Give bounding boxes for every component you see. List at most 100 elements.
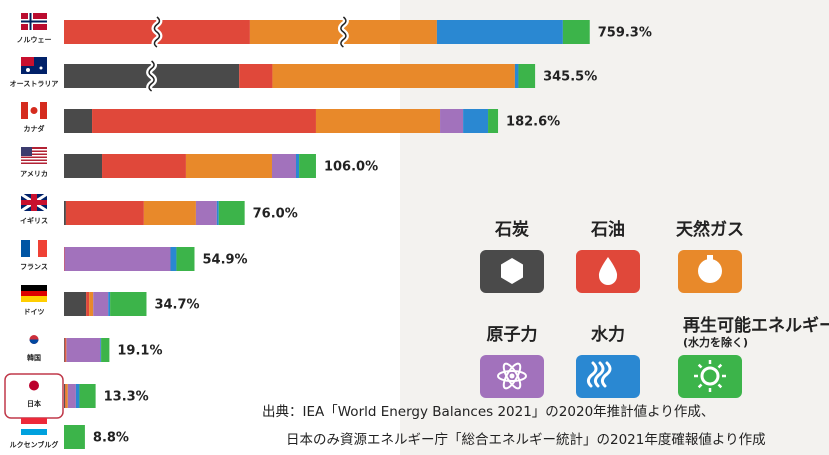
flag	[21, 418, 47, 435]
flag	[29, 381, 39, 391]
flag	[21, 147, 47, 164]
bar-segment	[316, 109, 440, 133]
flag	[21, 21, 47, 23]
total-label: 8.8%	[93, 431, 129, 446]
flag	[21, 291, 47, 296]
total-label: 19.1%	[117, 344, 162, 359]
bar-segment	[488, 109, 498, 133]
legend-note: (水力を除く)	[683, 335, 748, 349]
bar-segment	[296, 154, 299, 178]
bar-segment	[102, 154, 186, 178]
flag	[26, 68, 30, 72]
country-label: アメリカ	[20, 170, 48, 178]
flag	[21, 200, 47, 205]
bar-segment	[518, 64, 535, 88]
total-label: 759.3%	[598, 26, 652, 41]
legend-glyph	[510, 374, 515, 379]
legend-label: 天然ガス	[676, 219, 744, 240]
total-label: 13.3%	[104, 390, 149, 405]
flag	[21, 424, 47, 429]
bar-segment	[272, 154, 296, 178]
source-line: 出典：IEA「World Energy Balances 2021」の2020年…	[262, 404, 714, 420]
flag	[21, 158, 47, 160]
bar-segment	[272, 64, 514, 88]
bar-segment	[68, 384, 76, 408]
bar-segment	[217, 201, 219, 225]
bar-segment	[66, 338, 100, 362]
country-label: ノルウェー	[17, 35, 52, 44]
flag	[21, 102, 28, 119]
flag	[21, 13, 47, 30]
bar-segment	[144, 201, 196, 225]
bar-segment	[440, 109, 463, 133]
legend-glyph	[707, 255, 713, 260]
bar-segment	[515, 64, 519, 88]
total-label: 54.9%	[202, 253, 247, 268]
flag	[21, 429, 47, 435]
bar-segment	[92, 109, 316, 133]
total-label: 76.0%	[253, 207, 298, 222]
flag	[21, 377, 47, 394]
bar-segment	[463, 109, 488, 133]
bar-segment	[219, 201, 245, 225]
flag	[21, 285, 47, 291]
total-label: 34.7%	[154, 298, 199, 313]
bar-segment	[66, 201, 144, 225]
flag	[21, 240, 47, 257]
flag	[21, 296, 47, 302]
legend-swatch	[576, 355, 640, 398]
country-label: ドイツ	[24, 308, 45, 316]
country-label: カナダ	[24, 124, 45, 133]
country-label: オーストラリア	[10, 80, 59, 88]
bar-segment	[239, 64, 272, 88]
bar-segment	[186, 154, 272, 178]
country-label: イギリス	[20, 216, 48, 225]
legend-label: 石油	[590, 219, 625, 240]
bar-segment	[89, 292, 93, 316]
bar-segment	[65, 338, 66, 362]
flag	[21, 331, 47, 348]
total-label: 345.5%	[543, 70, 597, 85]
flag	[21, 418, 47, 424]
country-label: ルクセンブルグ	[10, 440, 59, 449]
legend-label: 石炭	[494, 219, 529, 240]
source-line: 日本のみ資源エネルギー庁「総合エネルギー統計」の2021年度確報値より作成	[286, 432, 766, 448]
bar-segment	[64, 338, 65, 362]
bar-segment	[101, 338, 109, 362]
total-label: 182.6%	[506, 115, 560, 130]
flag	[21, 57, 47, 74]
bar-segment	[170, 247, 176, 271]
flag	[21, 147, 32, 156]
bar-segment	[64, 384, 65, 408]
bar-segment	[66, 384, 68, 408]
legend-label: 水力	[591, 324, 625, 345]
bar-segment	[64, 292, 86, 316]
legend-glyph	[698, 259, 722, 283]
bar-segment	[76, 384, 80, 408]
country-label: 日本	[27, 399, 41, 408]
bar-segment	[93, 292, 108, 316]
flag	[30, 240, 38, 257]
bar-segment	[176, 247, 194, 271]
chart: 出典：IEA「World Energy Balances 2021」の2020年…	[0, 0, 829, 455]
flag	[21, 194, 47, 211]
bar-segment	[65, 384, 66, 408]
bar-segment	[79, 384, 95, 408]
flag	[40, 67, 43, 70]
legend-label: 再生可能エネルギー	[683, 315, 829, 336]
bar-segment	[299, 154, 316, 178]
flag	[21, 240, 30, 257]
flag	[21, 285, 47, 302]
country-label: フランス	[20, 263, 48, 271]
flag	[31, 107, 38, 114]
bar-segment	[108, 292, 110, 316]
legend-label: 原子力	[487, 324, 538, 345]
flag	[21, 57, 34, 66]
bar-segment	[64, 201, 66, 225]
bar-segment	[100, 338, 101, 362]
bar-segment	[110, 292, 146, 316]
bar-segment	[64, 154, 102, 178]
flag	[21, 102, 47, 119]
bar-segment	[437, 20, 563, 44]
bar-segment	[563, 20, 590, 44]
